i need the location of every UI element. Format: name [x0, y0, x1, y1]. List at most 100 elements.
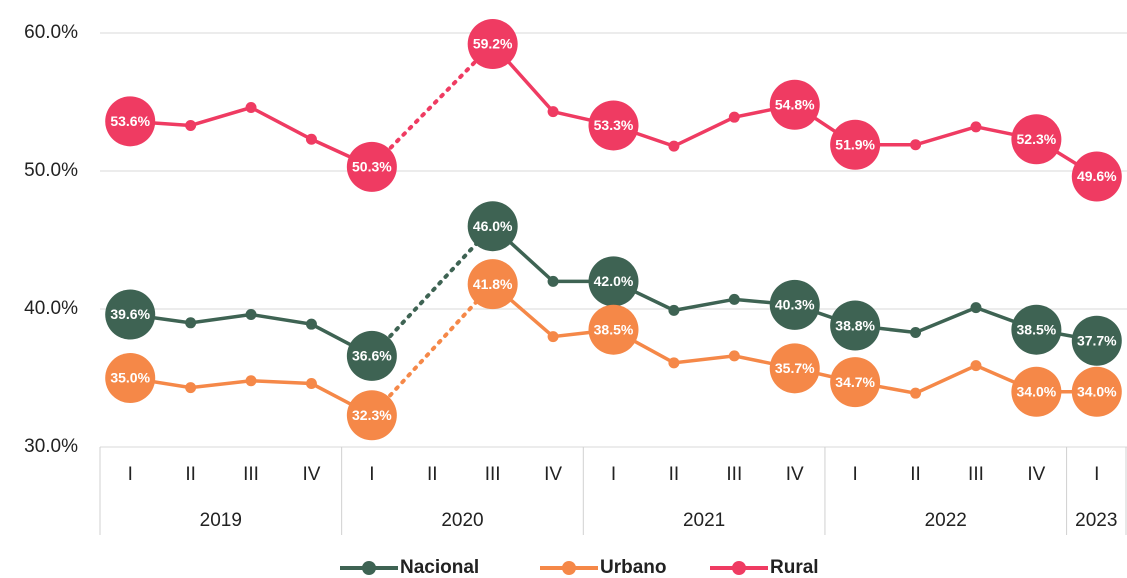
data-label: 49.6% — [1077, 168, 1117, 184]
point-marker — [467, 201, 518, 252]
point-marker — [1071, 151, 1122, 202]
point-marker — [185, 119, 197, 131]
point-marker — [547, 331, 559, 343]
x-tick-label: II — [427, 464, 438, 485]
data-label: 46.0% — [473, 218, 513, 234]
point-marker — [305, 378, 317, 390]
point-marker — [728, 111, 740, 123]
gap-connector — [369, 224, 495, 358]
point-marker — [830, 119, 881, 170]
point-marker — [1011, 304, 1062, 355]
x-tick-label: I — [128, 464, 133, 485]
y-tick-label: 60.0% — [24, 22, 78, 43]
data-label: 37.7% — [1077, 332, 1117, 348]
data-label: 39.6% — [110, 306, 150, 322]
legend-label: Urbano — [600, 557, 667, 578]
data-label: 40.3% — [775, 297, 815, 313]
x-group-label: 2019 — [200, 510, 242, 531]
legend-label: Rural — [770, 557, 819, 578]
point-marker — [668, 304, 680, 316]
x-group-label: 2021 — [683, 510, 725, 531]
point-marker — [105, 96, 156, 147]
point-marker — [668, 357, 680, 369]
data-label: 38.5% — [594, 321, 634, 337]
point-marker — [830, 357, 881, 408]
point-marker — [547, 106, 559, 118]
point-marker — [305, 133, 317, 145]
data-label: 34.0% — [1077, 384, 1117, 400]
data-label: 52.3% — [1017, 131, 1057, 147]
data-label: 35.0% — [110, 370, 150, 386]
point-marker — [105, 289, 156, 340]
legend-swatch-dot — [562, 561, 576, 575]
legend-swatch-dot — [732, 561, 746, 575]
data-label: 54.8% — [775, 96, 815, 112]
point-marker — [1071, 315, 1122, 366]
point-marker — [467, 259, 518, 310]
data-label: 51.9% — [835, 136, 875, 152]
point-marker — [728, 293, 740, 305]
point-marker — [245, 309, 257, 321]
data-label: 42.0% — [594, 273, 634, 289]
data-label: 41.8% — [473, 276, 513, 292]
x-group-label: 2023 — [1075, 510, 1117, 531]
point-marker — [1011, 366, 1062, 417]
data-label: 32.3% — [352, 407, 392, 423]
point-marker — [970, 121, 982, 133]
point-marker — [346, 330, 397, 381]
x-tick-label: II — [910, 464, 921, 485]
legend-label: Nacional — [400, 557, 479, 578]
point-marker — [588, 256, 639, 307]
point-marker — [467, 19, 518, 70]
data-label: 34.7% — [835, 374, 875, 390]
x-group-label: 2020 — [441, 510, 483, 531]
point-marker — [728, 350, 740, 362]
x-tick-label: II — [185, 464, 196, 485]
point-marker — [185, 382, 197, 394]
point-marker — [346, 390, 397, 441]
x-tick-label: IV — [1027, 464, 1045, 485]
point-marker — [1071, 366, 1122, 417]
point-marker — [305, 318, 317, 330]
x-group-label: 2022 — [925, 510, 967, 531]
x-tick-label: IV — [786, 464, 804, 485]
point-marker — [588, 304, 639, 355]
x-tick-label: IV — [544, 464, 562, 485]
data-label: 34.0% — [1017, 384, 1057, 400]
data-label: 53.6% — [110, 113, 150, 129]
point-marker — [185, 317, 197, 329]
gap-connector — [369, 42, 495, 169]
x-tick-label: III — [726, 464, 742, 485]
x-tick-label: III — [485, 464, 501, 485]
point-marker — [769, 279, 820, 330]
x-tick-label: II — [669, 464, 680, 485]
point-marker — [910, 139, 922, 151]
x-tick-label: III — [243, 464, 259, 485]
x-tick-label: I — [853, 464, 858, 485]
x-tick-label: I — [611, 464, 616, 485]
point-marker — [588, 100, 639, 151]
point-marker — [830, 300, 881, 351]
data-label: 59.2% — [473, 36, 513, 52]
data-label: 38.5% — [1017, 321, 1057, 337]
y-tick-label: 30.0% — [24, 436, 78, 457]
x-tick-label: I — [369, 464, 374, 485]
point-marker — [547, 275, 559, 287]
point-marker — [1011, 114, 1062, 165]
point-marker — [769, 79, 820, 130]
point-marker — [970, 360, 982, 372]
point-marker — [346, 141, 397, 192]
point-marker — [910, 387, 922, 399]
data-label: 53.3% — [594, 117, 634, 133]
point-marker — [245, 102, 257, 114]
point-marker — [910, 326, 922, 338]
point-marker — [245, 375, 257, 387]
x-tick-label: I — [1094, 464, 1099, 485]
point-marker — [970, 302, 982, 314]
data-label: 35.7% — [775, 360, 815, 376]
gap-connector — [369, 282, 495, 418]
point-marker — [668, 140, 680, 152]
x-tick-label: III — [968, 464, 984, 485]
y-tick-label: 50.0% — [24, 160, 78, 181]
